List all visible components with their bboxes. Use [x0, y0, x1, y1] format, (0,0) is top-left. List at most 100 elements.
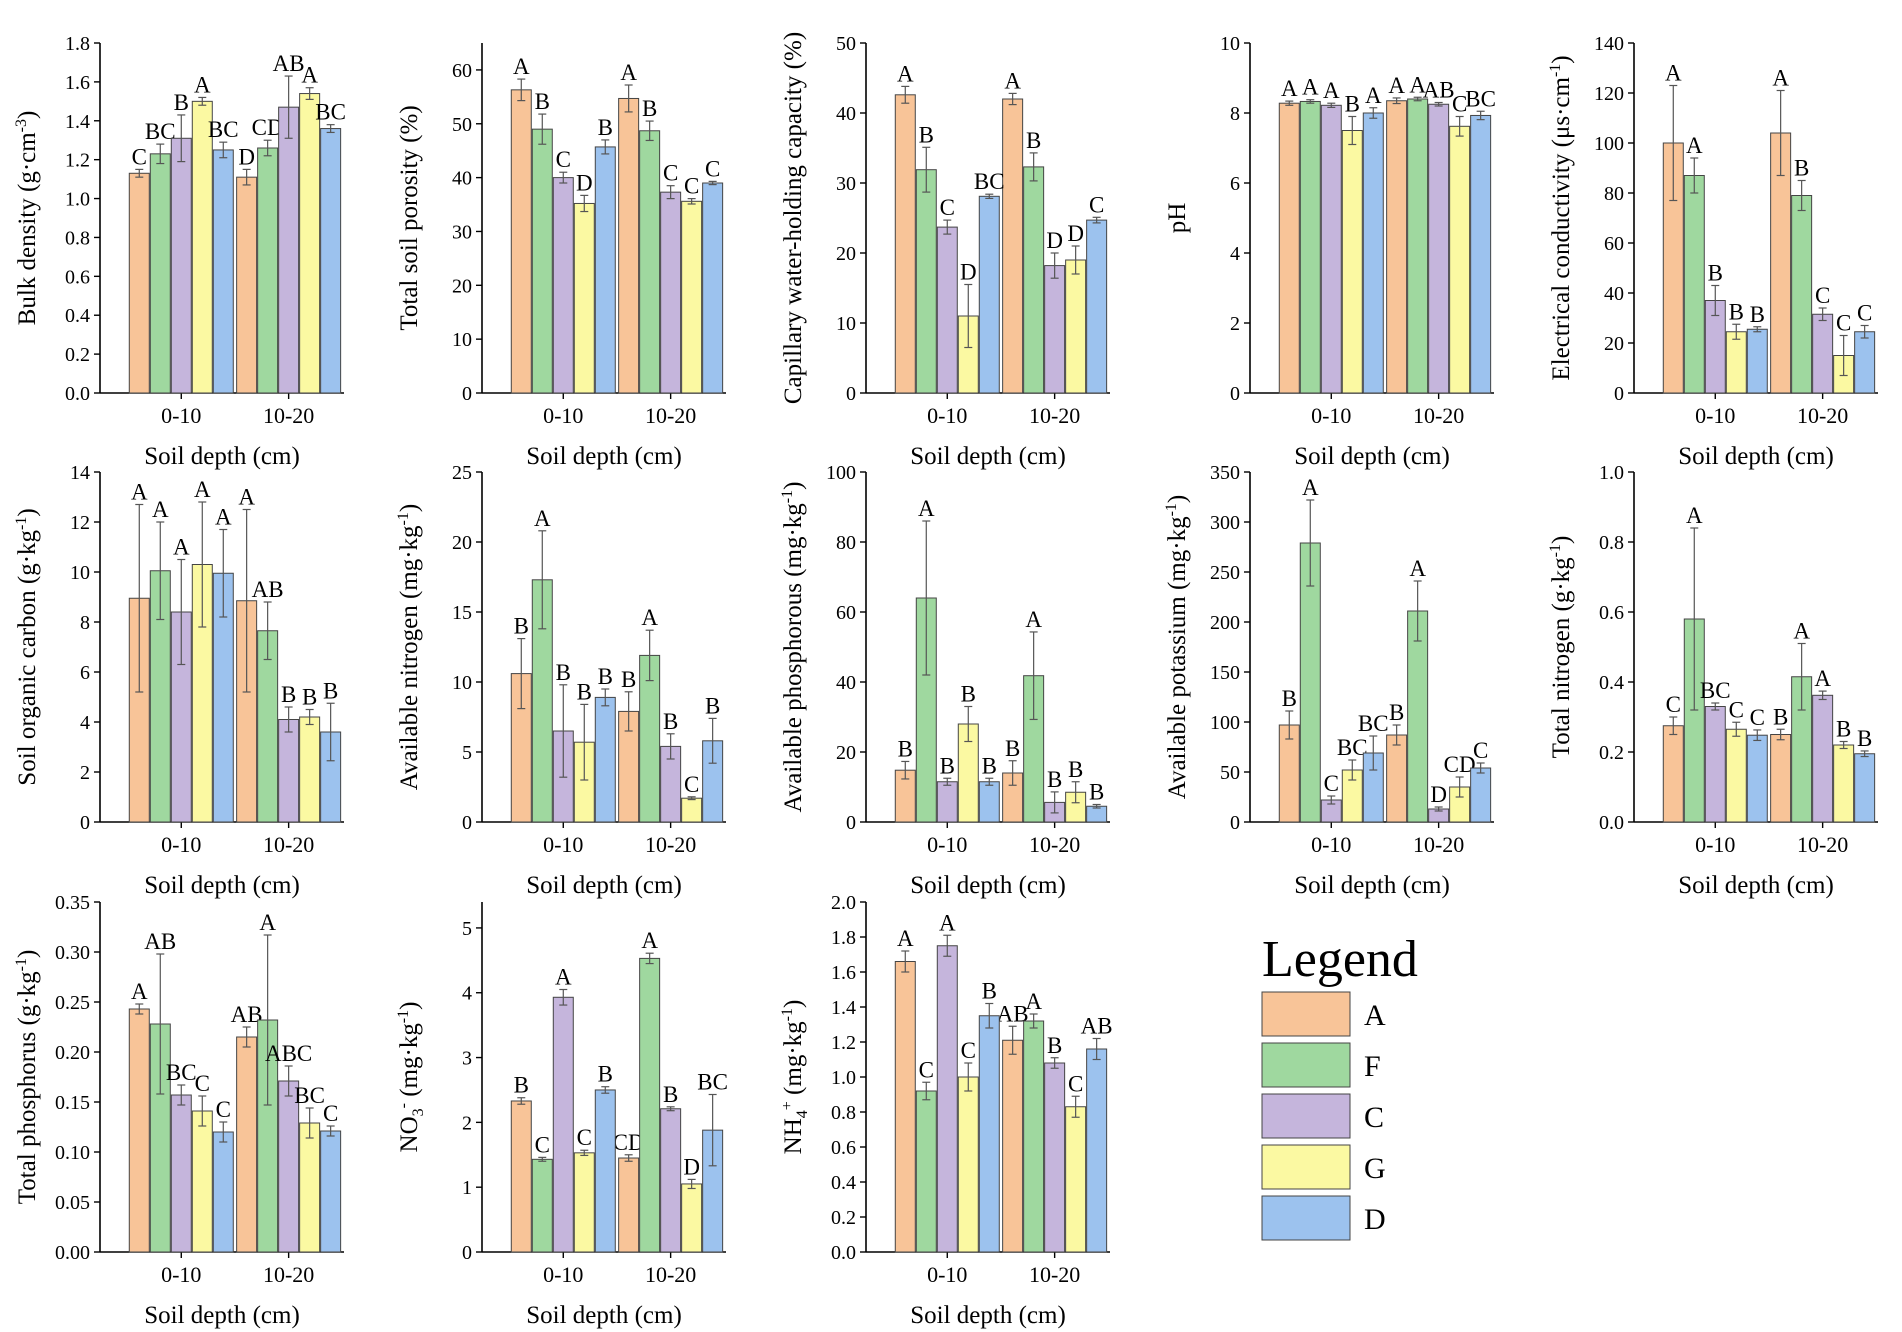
x-axis-label: Soil depth (cm) — [1294, 872, 1450, 899]
significance-letter: C — [961, 1038, 976, 1063]
bar-A — [894, 961, 916, 1253]
significance-letter: B — [598, 1062, 613, 1087]
significance-letter: BC — [315, 100, 346, 125]
y-axis-label-part: ) — [780, 482, 807, 490]
y-tick-label: 10 — [70, 562, 90, 584]
bar-G — [191, 1110, 213, 1253]
bar-A — [510, 1100, 532, 1253]
bar-G — [681, 797, 703, 823]
y-axis-label: Available nitrogen (mg·kg-1) — [395, 504, 423, 790]
y-tick-label: 40 — [1604, 283, 1624, 305]
y-tick-label: 80 — [1604, 183, 1624, 205]
y-axis-label-part: ) — [14, 508, 41, 516]
significance-letter: A — [1793, 619, 1810, 644]
significance-letter: C — [1666, 692, 1681, 717]
bar-F — [1023, 1020, 1045, 1253]
bar-G — [299, 716, 321, 823]
bar-C — [278, 106, 300, 394]
y-axis-label-part: Available nitrogen (mg·kg — [396, 525, 423, 790]
y-tick-label: 10 — [836, 313, 856, 335]
bar-G — [299, 1122, 321, 1253]
significance-letter: A — [1323, 78, 1340, 103]
bar-A — [128, 1008, 150, 1253]
x-axis-label: Soil depth (cm) — [910, 872, 1066, 899]
y-axis-label-part: Available potassium (mg·kg — [1164, 516, 1191, 799]
chart-panel: 0.0 0.2 0.4 0.6 0.8 1.0 Total nitrogen (g·kg-1… — [1547, 462, 1878, 899]
y-axis-label-part: -1 — [1163, 503, 1180, 516]
significance-letter: B — [1089, 780, 1104, 805]
significance-letter: B — [1345, 92, 1360, 117]
bar-A — [1002, 1039, 1024, 1253]
charts: 0.0 0.2 0.4 0.6 0.8 1.0 1.2 1.4 1.6 1.8 Bulk densi… — [13, 32, 1878, 1329]
y-tick-label: 0 — [462, 1242, 472, 1264]
y-tick-label: 60 — [452, 60, 472, 82]
x-tick-label: 0-10 — [927, 1262, 967, 1287]
y-tick-label: 40 — [836, 672, 856, 694]
bar-F — [531, 1158, 553, 1253]
bar-C — [660, 1108, 682, 1253]
y-tick-label: 80 — [836, 532, 856, 554]
bar-A — [1662, 725, 1684, 823]
significance-letter: B — [1047, 767, 1062, 792]
y-tick-label: 2 — [1230, 313, 1240, 335]
y-axis-label-part: NO — [396, 1116, 423, 1152]
x-tick-label: 10-20 — [645, 1262, 696, 1287]
significance-letter: ABC — [265, 1041, 312, 1066]
y-tick-label: 60 — [1604, 233, 1624, 255]
y-tick-label: 1.0 — [831, 1067, 856, 1089]
significance-letter: A — [238, 485, 255, 510]
y-axis-label-part: Total soil porosity (%) — [396, 105, 423, 330]
bar-G — [191, 100, 213, 394]
y-tick-label: 1.8 — [831, 927, 856, 949]
y-axis-label-part: -1 — [13, 958, 30, 971]
y-axis-label-part: (mg·kg — [780, 1021, 807, 1101]
significance-letter: A — [1814, 666, 1831, 691]
significance-letter: BC — [1465, 86, 1496, 111]
significance-letter: C — [1324, 771, 1339, 796]
significance-letter: A — [620, 60, 637, 85]
legend-swatch-F — [1261, 1042, 1351, 1088]
y-axis-label-part: -3 — [13, 119, 30, 132]
significance-letter: A — [131, 480, 148, 505]
bar-D — [978, 1015, 1000, 1253]
y-axis-label: Electrical conductivity (μs·cm-1) — [1547, 55, 1575, 380]
y-tick-label: 0.4 — [1599, 672, 1624, 694]
bar-A — [1386, 100, 1408, 394]
significance-letter: A — [1025, 989, 1042, 1014]
bar-C — [552, 177, 574, 394]
y-tick-label: 100 — [1594, 133, 1624, 155]
y-tick-label: 1.6 — [831, 962, 856, 984]
y-tick-label: 0.15 — [55, 1092, 90, 1114]
significance-letter: B — [535, 89, 550, 114]
significance-letter: C — [684, 174, 699, 199]
y-axis-label-part: -1 — [779, 490, 796, 503]
y-axis-label: NO3- (mg·kg-1) — [395, 1002, 427, 1153]
significance-letter: A — [1665, 61, 1682, 86]
significance-letter: B — [1836, 717, 1851, 742]
significance-letter: C — [1089, 192, 1104, 217]
y-tick-label: 0.20 — [55, 1042, 90, 1064]
bar-A — [618, 97, 640, 394]
bar-G — [573, 202, 595, 394]
y-tick-label: 30 — [452, 221, 472, 243]
significance-letter: A — [301, 63, 318, 88]
bar-C — [660, 191, 682, 394]
bar-F — [1299, 100, 1321, 394]
y-tick-label: 100 — [826, 462, 856, 484]
y-tick-label: 120 — [1594, 83, 1624, 105]
significance-letter: B — [514, 614, 529, 639]
significance-letter: C — [1857, 301, 1872, 326]
x-tick-label: 10-20 — [263, 403, 314, 428]
chart-panel: 0.00 0.05 0.10 0.15 0.20 0.25 0.30 0.35 Total ph… — [13, 892, 344, 1329]
y-tick-label: 6 — [1230, 173, 1240, 195]
significance-letter: A — [1281, 76, 1298, 101]
y-axis-label-part: 4 — [794, 1110, 811, 1118]
legend-label: F — [1364, 1050, 1381, 1083]
significance-letter: B — [323, 678, 338, 703]
x-tick-label: 10-20 — [645, 832, 696, 857]
significance-letter: A — [555, 965, 572, 990]
y-tick-label: 4 — [1230, 243, 1240, 265]
significance-letter: B — [982, 753, 997, 778]
